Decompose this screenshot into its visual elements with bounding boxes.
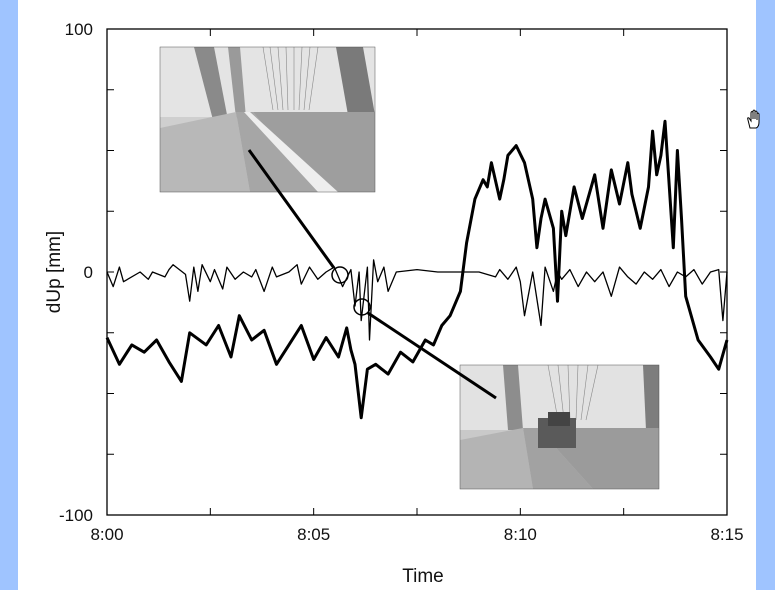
axis-tick-labels: 8:00 8:05 8:10 8:15 100 0 -100 xyxy=(59,20,744,544)
callout-line-bottom xyxy=(367,311,497,400)
callout-marker-bottom xyxy=(353,298,371,316)
x-tick-label: 8:10 xyxy=(504,525,537,544)
axis-ticks xyxy=(106,28,728,516)
series-line-thick xyxy=(105,119,729,420)
x-tick-label: 8:05 xyxy=(297,525,330,544)
x-tick-label: 8:00 xyxy=(90,525,123,544)
hand-cursor-icon xyxy=(747,109,760,129)
y-axis-label: dUp [mm] xyxy=(44,231,65,313)
callout-line-top xyxy=(247,149,336,269)
slide-canvas: 8:00 8:05 8:10 8:15 100 0 -100 xyxy=(18,0,760,590)
x-tick-label: 8:15 xyxy=(710,525,743,544)
bridge-lane-photo-empty xyxy=(159,46,376,193)
y-tick-label: 100 xyxy=(65,20,93,39)
x-axis-label: Time xyxy=(402,566,444,587)
bridge-lane-photo-truck xyxy=(459,364,660,490)
y-tick-label: 0 xyxy=(84,263,93,282)
series-line-thin xyxy=(106,259,728,341)
callout-marker-top xyxy=(331,266,349,284)
y-tick-label: -100 xyxy=(59,506,93,525)
line-chart: 8:00 8:05 8:10 8:15 100 0 -100 xyxy=(44,20,744,587)
